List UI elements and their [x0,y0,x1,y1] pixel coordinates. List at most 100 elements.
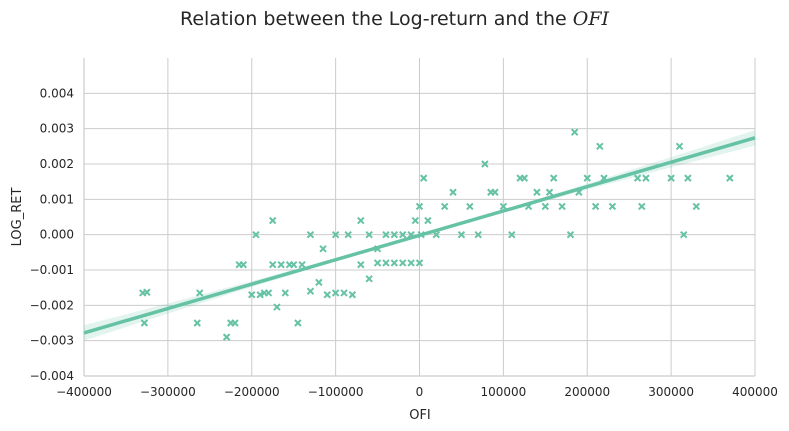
data-point [591,202,600,211]
data-point-stroke [331,230,340,239]
data-point [596,142,604,151]
data-point [315,278,323,287]
y-tick-label: −0.002 [30,298,74,312]
data-point [449,188,457,196]
x-tick-labels: −400000 −300000 −200000 −100000 0 100000 20000… [56,385,778,399]
data-point-stroke [466,202,474,211]
x-tick-label: 300000 [648,385,694,399]
y-tick-labels: −0.004 −0.003 −0.002 −0.001 0.000 0.001 0.002 0… [30,86,74,383]
data-point [399,230,407,239]
data-point-stroke [449,188,457,196]
x-tick-label: −400000 [56,385,112,399]
data-point [340,289,348,297]
data-point-stroke [248,291,256,299]
data-point [222,333,231,341]
data-point [365,230,373,239]
data-point-stroke [642,174,650,182]
y-tick-label: 0.004 [40,86,74,100]
data-point [289,260,298,269]
data-point [373,259,382,267]
data-point [252,230,260,239]
data-point-stroke [541,202,550,211]
x-axis-label: OFI [409,408,431,423]
data-point-stroke [365,230,373,239]
data-point [382,230,390,239]
data-point-stroke [399,230,407,239]
data-point-stroke [373,259,382,267]
data-point [390,259,399,267]
data-point-stroke [277,260,285,269]
y-tick-label: −0.001 [30,263,74,277]
data-point [491,188,499,196]
data-point [256,291,264,299]
data-point-stroke [196,289,204,297]
data-point [357,260,365,269]
x-tick-label: 0 [416,385,424,399]
y-tick-label: −0.004 [30,369,74,383]
data-point-stroke [357,216,365,225]
data-point [558,202,566,211]
data-point [269,216,277,225]
data-point [281,289,290,297]
data-point [331,289,340,297]
x-tick-label: 100000 [480,385,526,399]
data-point-stroke [491,188,499,196]
y-tick-label: 0.002 [40,157,74,171]
data-point [466,202,474,211]
data-point-stroke [679,230,688,239]
data-point-stroke [675,142,684,151]
data-point-stroke [222,333,231,341]
data-point [608,202,617,211]
data-point-stroke [331,289,340,297]
data-point-stroke [583,174,591,182]
data-point-stroke [365,275,373,283]
data-point-stroke [481,160,489,168]
x-tick-label: −100000 [308,385,364,399]
data-point-stroke [252,230,260,239]
data-point-stroke [684,174,692,182]
data-point [239,260,248,269]
data-point [726,174,734,182]
data-point-stroke [533,188,541,196]
data-point [508,230,516,239]
x-tick-label: 200000 [564,385,610,399]
data-point-stroke [306,230,315,239]
data-point-stroke [508,230,516,239]
data-point [407,259,415,267]
data-point-stroke [239,260,248,269]
data-point [323,291,331,299]
data-point-stroke [399,259,407,267]
data-point [499,202,508,211]
regression-line-group [83,136,756,335]
data-point-stroke [407,259,415,267]
axis-spines [83,58,755,377]
x-tick-label: 400000 [732,385,778,399]
data-point [692,202,700,211]
data-point [415,202,424,211]
data-point-stroke [140,319,149,327]
data-point-stroke [264,289,273,297]
data-point-stroke [256,291,264,299]
data-point [357,216,365,225]
data-point-stroke [596,142,604,151]
data-point-stroke [424,216,432,225]
data-point [474,230,482,239]
data-point-stroke [520,174,529,182]
data-point-stroke [231,319,239,327]
data-point-stroke [411,216,420,225]
data-point [684,174,692,182]
data-point-stroke [306,287,315,295]
data-point-stroke [269,260,277,269]
data-point-stroke [474,230,482,239]
data-point [143,288,151,296]
data-point [348,291,357,299]
data-point [382,259,390,267]
data-point [294,319,302,327]
data-point [140,319,149,327]
data-point [277,260,285,269]
data-point-stroke [323,291,331,299]
data-point-stroke [633,174,642,182]
data-point-stroke [692,202,700,211]
grid-lines [83,58,756,377]
